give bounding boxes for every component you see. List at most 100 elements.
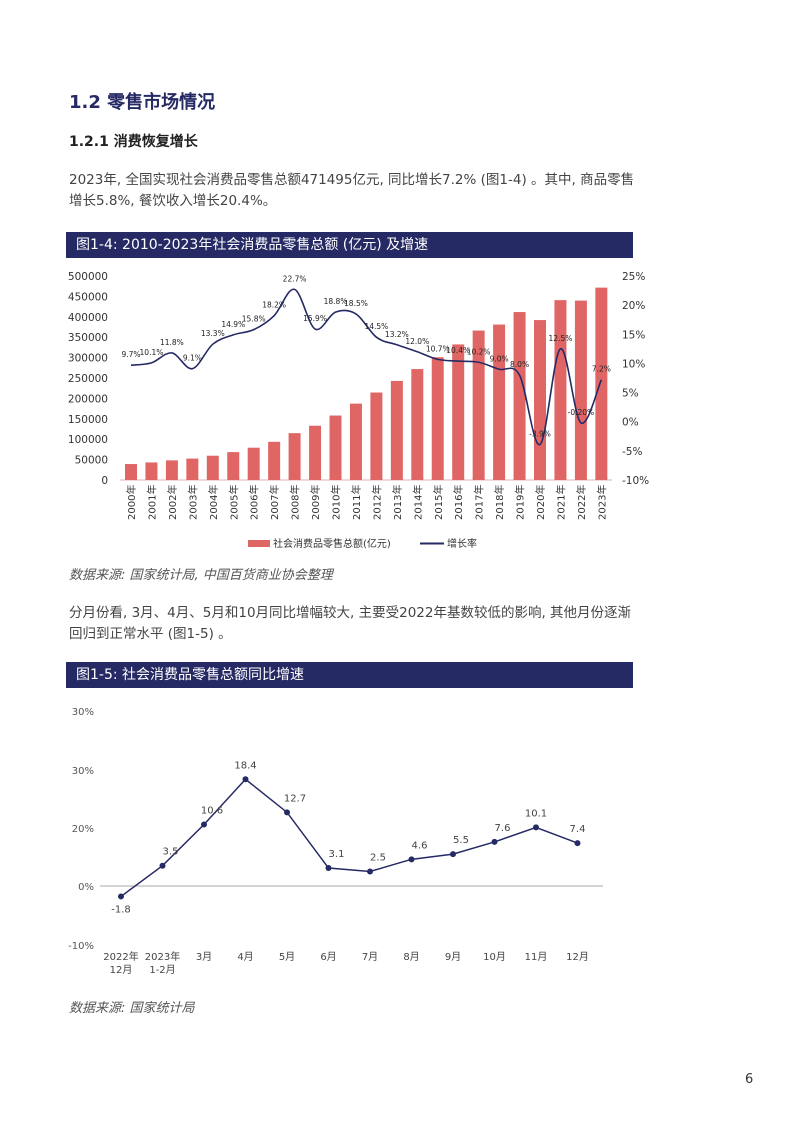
data-label: 8.0%	[510, 360, 529, 369]
x-axis-tick: 2021年	[554, 485, 567, 520]
right-axis-tick: 0%	[622, 417, 639, 429]
x-axis-tick: 2022年	[103, 950, 138, 963]
figure-2-source: 数据来源: 国家统计局	[69, 1001, 195, 1016]
left-axis-tick: 500000	[68, 271, 108, 283]
data-point	[201, 821, 207, 828]
left-axis-tick: 350000	[68, 332, 108, 344]
left-axis-tick: 100000	[68, 434, 108, 446]
data-point	[574, 840, 581, 847]
bar	[288, 433, 301, 480]
x-axis-tick: 3月	[196, 951, 212, 963]
data-label: 10.7%	[426, 344, 450, 353]
data-label: 4.6	[412, 840, 428, 851]
x-axis-tick: 2008年	[289, 485, 302, 520]
bar	[472, 330, 485, 480]
left-axis-tick: 0	[101, 475, 108, 487]
x-axis-tick: 2015年	[432, 485, 445, 520]
section-title: 1.2 零售市场情况	[69, 92, 216, 113]
bar	[574, 300, 587, 480]
left-axis-tick: 300000	[68, 353, 108, 365]
data-label: 3.5	[163, 847, 179, 858]
data-label: 12.5%	[549, 334, 573, 343]
bar	[411, 369, 424, 480]
right-axis-tick: 5%	[622, 388, 639, 400]
left-axis-tick: 250000	[68, 373, 108, 385]
y-axis-tick: 30%	[72, 766, 94, 777]
bar	[268, 441, 281, 480]
bar	[125, 464, 137, 480]
bar	[247, 447, 260, 480]
left-axis-tick: 450000	[68, 291, 108, 303]
paragraph-2: 分月份看, 3月、4月、5月和10月同比增幅较大, 主要受2022年基数较低的影…	[69, 605, 632, 642]
bar	[595, 287, 608, 480]
left-axis-tick: 400000	[68, 312, 108, 324]
data-label: -1.8	[111, 904, 131, 915]
x-axis-tick: 2011年	[350, 485, 363, 520]
figure-1-source: 数据来源: 国家统计局, 中国百货商业协会整理	[69, 568, 333, 583]
data-point	[159, 862, 166, 869]
data-label: 9.1%	[183, 354, 202, 363]
data-label: 18.5%	[344, 299, 368, 308]
x-axis-tick: 2006年	[248, 485, 261, 520]
data-point	[284, 809, 290, 816]
growth-rate-line	[130, 288, 603, 446]
left-axis-tick: 50000	[75, 455, 108, 467]
figure-1-title: 图1-4: 2010-2023年社会消费品零售总额 (亿元) 及增速	[66, 232, 633, 258]
bar	[227, 452, 240, 480]
x-axis-tick: 5月	[279, 951, 295, 963]
x-axis-tick: 8月	[403, 951, 419, 963]
subsection-title: 1.2.1 消费恢复增长	[69, 134, 198, 150]
data-point	[408, 856, 415, 863]
right-axis-tick: 10%	[622, 358, 645, 370]
x-axis-tick: 2017年	[473, 485, 486, 520]
legend-line-label: 增长率	[447, 537, 477, 550]
x-axis-tick: 2010年	[330, 485, 343, 520]
left-axis-tick: 200000	[68, 393, 108, 405]
data-label: -3.9%	[529, 429, 551, 438]
bar	[534, 320, 546, 480]
x-axis-tick: 4月	[237, 951, 253, 963]
data-point	[533, 824, 539, 831]
data-label: 10.1	[525, 808, 547, 819]
data-label: 12.0%	[405, 337, 429, 346]
bar	[186, 458, 199, 480]
data-label: 9.7%	[121, 350, 140, 359]
right-axis-tick: -10%	[622, 475, 649, 487]
x-axis-tick: 2001年	[145, 485, 158, 520]
x-axis-tick: 2000年	[125, 485, 138, 520]
data-label: 15.9%	[303, 314, 327, 323]
bar	[349, 403, 362, 480]
paragraph-1: 2023年, 全国实现社会消费品零售总额471495亿元, 同比增长7.2% (…	[69, 172, 635, 209]
x-axis-tick: 12月	[110, 964, 133, 976]
data-label: 18.4	[234, 760, 256, 771]
monthly-growth-chart: 30% 30% 20% 0% -10% -1.8 3.5 10.6 18.4 12.7 3.1 2.5…	[68, 707, 603, 976]
data-point	[325, 865, 332, 872]
data-label: 12.7	[284, 793, 306, 804]
page-number: 6	[745, 1072, 754, 1087]
legend-bar-swatch	[248, 540, 270, 547]
data-label: 11.8%	[160, 338, 184, 347]
data-label: 22.7%	[283, 274, 307, 283]
x-axis-tick: 10月	[483, 951, 506, 963]
x-axis-tick: 9月	[445, 951, 461, 963]
data-label: 10.1%	[140, 348, 164, 357]
x-axis-tick: 6月	[320, 951, 336, 963]
x-axis-tick: 2016年	[452, 485, 465, 520]
y-axis-tick: 0%	[78, 882, 94, 893]
data-label: 3.1	[329, 849, 345, 860]
data-label: 9.0%	[490, 354, 509, 363]
x-axis-tick: 2022年	[575, 485, 588, 520]
right-axis-tick: 25%	[622, 271, 645, 283]
data-label: 7.4	[570, 824, 586, 835]
right-axis-tick: -5%	[622, 446, 642, 458]
data-label: 14.9%	[221, 320, 245, 329]
data-point	[367, 868, 373, 875]
x-axis-tick: 2004年	[207, 485, 220, 520]
data-label: 5.5	[453, 835, 469, 846]
legend-bar-label: 社会消费品零售总额(亿元)	[273, 537, 391, 550]
bar	[513, 312, 526, 480]
data-label: 7.6	[495, 823, 511, 834]
bar	[329, 415, 342, 480]
x-axis-tick: 2014年	[411, 485, 424, 520]
bar	[165, 460, 178, 480]
